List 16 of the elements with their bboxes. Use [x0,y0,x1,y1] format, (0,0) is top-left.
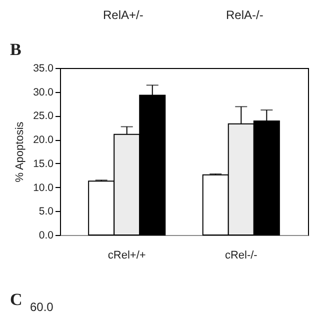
y-tick-label: 5.0 [38,206,54,218]
x-tick-label: cRel+/+ [108,250,146,262]
y-tick-label: 20.0 [33,134,54,146]
y-tick-label: 30.0 [33,86,54,98]
y-tick-label: 15.0 [33,158,54,170]
y-axis-title: % Apoptosis [14,121,26,182]
text: RelA+/- [103,8,144,22]
text: RelA-/- [226,8,264,22]
y-tick-label: 10.0 [33,182,54,194]
x-tick-label: cRel-/- [224,250,258,262]
y-tick-label: 35.0 [33,62,54,74]
y-tick-label: 25.0 [33,110,54,122]
text: 60.0 [30,300,54,314]
text: C [10,290,22,310]
y-tick-label: 0.0 [38,230,54,242]
chart-title: B [10,40,22,60]
